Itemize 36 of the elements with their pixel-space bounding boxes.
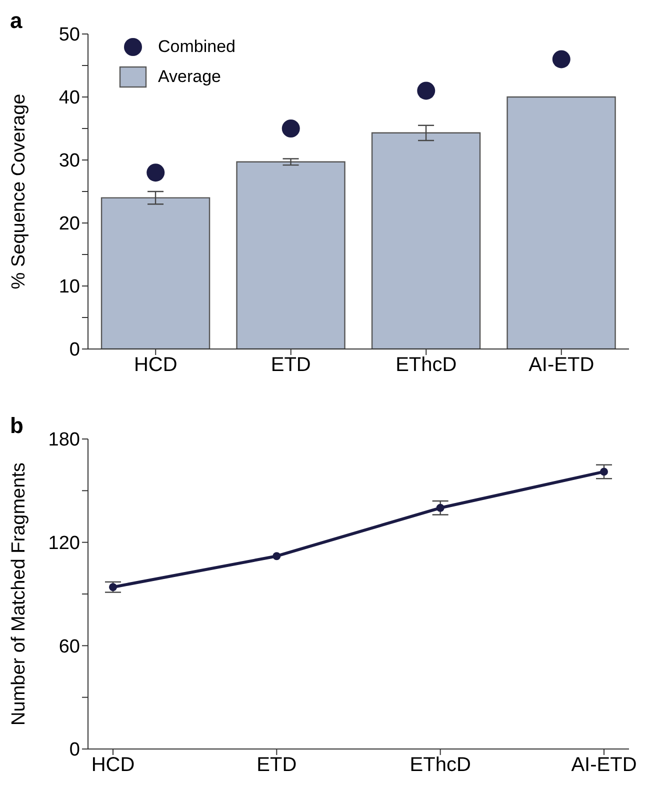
x-tick-label: ETD (256, 754, 297, 776)
y-tick-label: 20 (58, 214, 80, 235)
legend-label: Average (158, 67, 222, 87)
y-tick-label: 40 (58, 88, 80, 109)
point (552, 50, 570, 68)
x-tick-label: AI-ETD (571, 754, 637, 776)
bar (236, 161, 346, 349)
x-tick-label: EThcD (396, 354, 457, 376)
y-axis-title: % Sequence Coverage (8, 94, 30, 290)
chart-title: a (10, 8, 22, 33)
y-tick-label: 0 (69, 740, 80, 761)
y-tick-label: 10 (58, 276, 80, 298)
point (146, 164, 165, 182)
y-tick-label: 180 (48, 430, 80, 451)
point (600, 468, 608, 476)
bar (371, 132, 481, 349)
x-tick-label: HCD (91, 754, 135, 776)
y-tick-label: 30 (58, 150, 80, 172)
y-tick-label: 50 (58, 24, 80, 46)
chart-title: b (10, 413, 24, 438)
point (272, 552, 281, 560)
point (109, 583, 117, 592)
bar (100, 197, 210, 349)
point (282, 120, 300, 138)
legend-label: Combined (158, 37, 236, 57)
point (417, 82, 436, 100)
y-tick-label: 0 (69, 340, 80, 361)
y-tick-label: 60 (58, 636, 80, 658)
point (436, 504, 444, 512)
x-tick-label: AI-ETD (528, 354, 594, 376)
x-tick-label: EThcD (410, 754, 471, 776)
x-tick-label: HCD (134, 354, 178, 376)
y-axis-title: Number of Matched Fragments (8, 462, 30, 726)
y-tick-label: 120 (48, 533, 80, 554)
x-tick-label: ETD (270, 354, 311, 376)
bar (506, 96, 616, 349)
